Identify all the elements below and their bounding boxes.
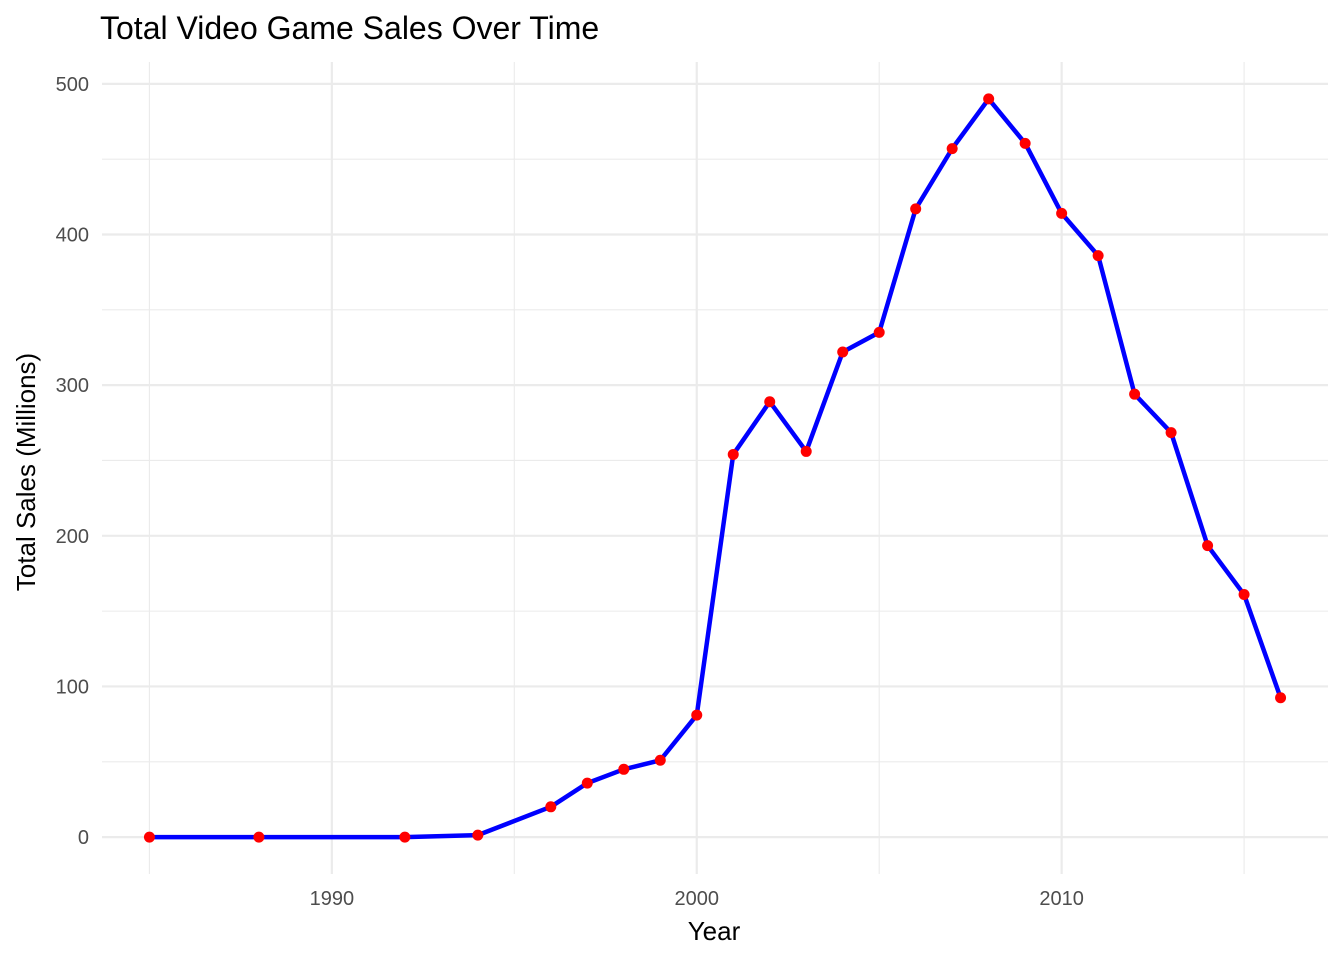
data-point	[1056, 207, 1068, 219]
data-point	[837, 346, 849, 358]
data-point	[1019, 137, 1031, 149]
data-point	[143, 831, 155, 843]
x-tick-label: 2010	[1039, 888, 1084, 910]
y-tick-label: 0	[78, 827, 89, 849]
x-axis-title: Year	[688, 916, 741, 946]
chart-title: Total Video Game Sales Over Time	[100, 10, 599, 46]
data-point	[800, 445, 812, 457]
data-point	[545, 801, 557, 813]
grid	[102, 62, 1328, 874]
y-tick-label: 200	[56, 526, 89, 548]
data-point	[873, 326, 885, 338]
data-point	[1092, 250, 1104, 262]
y-tick-label: 400	[56, 224, 89, 246]
y-tick-label: 500	[56, 74, 89, 96]
x-axis-tick-labels: 1990 2000 2010	[310, 888, 1084, 910]
data-point	[399, 831, 411, 843]
series-line	[147, 96, 1283, 840]
data-point	[654, 754, 666, 766]
data-point	[727, 448, 739, 460]
y-tick-label: 300	[56, 375, 89, 397]
series-layer	[147, 96, 1283, 840]
data-point	[691, 709, 703, 721]
data-point	[946, 143, 958, 155]
points-layer	[143, 93, 1287, 843]
y-axis-title: Total Sales (Millions)	[11, 353, 41, 591]
data-point	[764, 396, 776, 408]
data-point	[983, 93, 995, 105]
data-point	[581, 777, 593, 789]
data-point	[253, 831, 265, 843]
data-point	[618, 763, 630, 775]
data-point	[910, 203, 922, 215]
data-point	[1165, 427, 1177, 439]
data-point	[472, 829, 484, 841]
y-axis-tick-labels: 0 100 200 300 400 500	[56, 74, 89, 849]
data-point	[1202, 540, 1214, 552]
x-tick-label: 2000	[675, 888, 720, 910]
data-point	[1275, 692, 1287, 704]
data-point	[1129, 388, 1141, 400]
data-point	[1238, 589, 1250, 601]
y-tick-label: 100	[56, 676, 89, 698]
x-tick-label: 1990	[310, 888, 355, 910]
